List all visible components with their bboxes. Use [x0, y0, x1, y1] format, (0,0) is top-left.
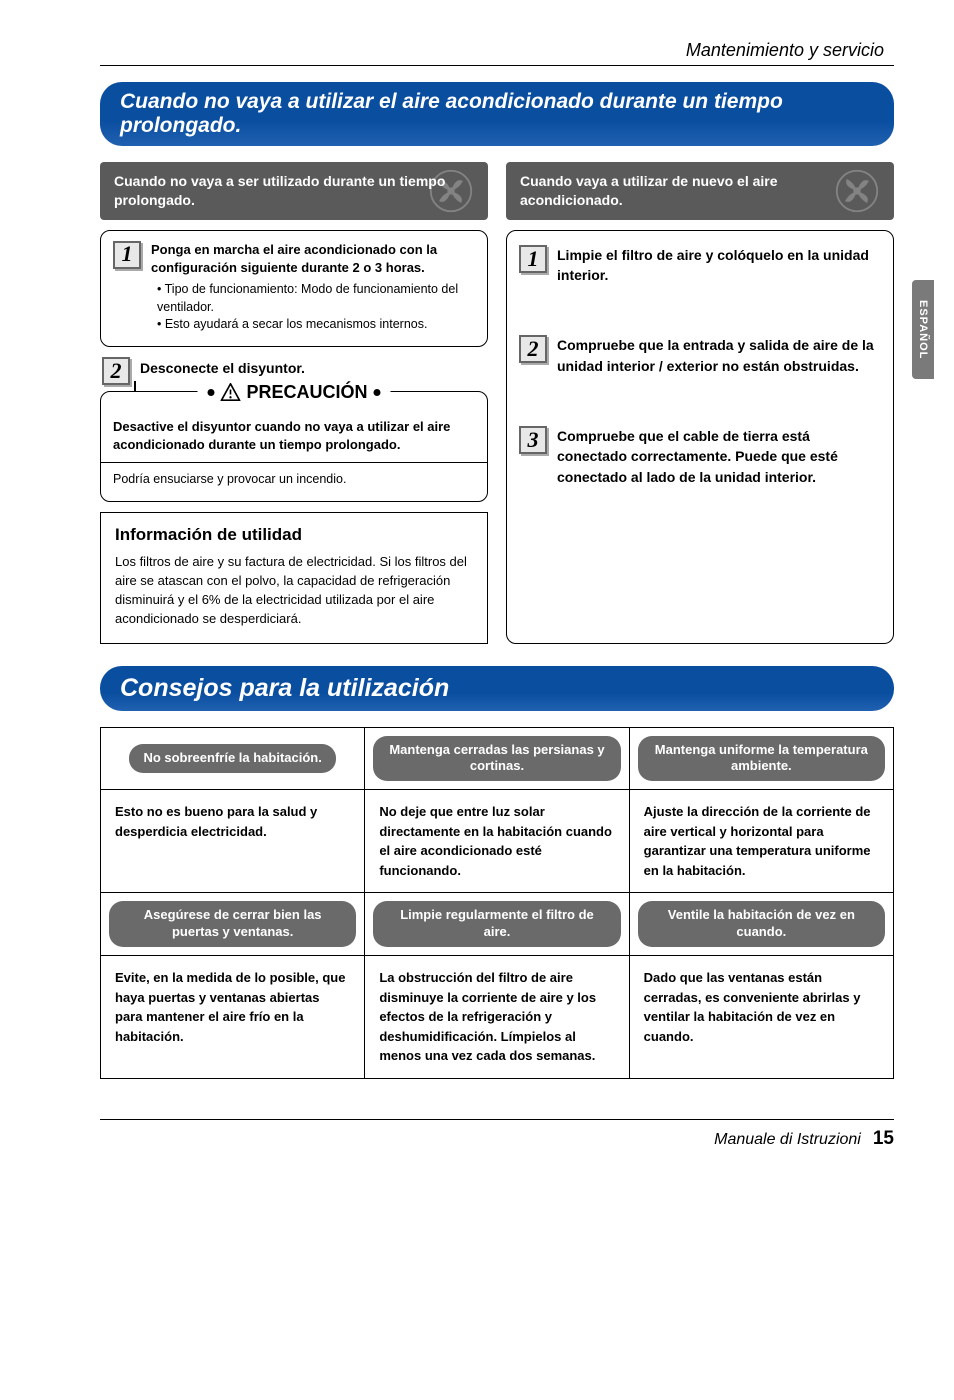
right-panel-heading: Cuando vaya a utilizar de nuevo el aire … [506, 162, 894, 220]
right-step1: 1 Limpie el filtro de aire y colóquelo e… [519, 245, 881, 286]
left-panel-heading: Cuando no vaya a ser utilizado durante u… [100, 162, 488, 220]
tip-header-cell: Limpie regularmente el filtro de aire. [365, 893, 629, 956]
tip-body-cell: Evite, en la medida de lo posible, que h… [101, 956, 365, 1079]
two-column-layout: Cuando no vaya a ser utilizado durante u… [100, 162, 894, 644]
right-steps-box: 1 Limpie el filtro de aire y colóquelo e… [506, 230, 894, 644]
divider [100, 65, 894, 66]
tip-header-cell: Mantenga uniforme la temperatura ambient… [629, 727, 893, 790]
left-column: Cuando no vaya a ser utilizado durante u… [100, 162, 488, 644]
tip-header-cell: Mantenga cerradas las persianas y cortin… [365, 727, 629, 790]
tip-body-cell: Ajuste la dirección de la corriente de a… [629, 790, 893, 893]
banner-tips: Consejos para la utilización [100, 666, 894, 711]
tip-body-cell: La obstrucción del filtro de aire dismin… [365, 956, 629, 1079]
right-step2: 2 Compruebe que la entrada y salida de a… [519, 335, 881, 376]
footer-page-number: 15 [873, 1128, 894, 1150]
info-title: Información de utilidad [115, 523, 473, 548]
tip-pill: Limpie regularmente el filtro de aire. [373, 901, 620, 947]
table-row: Asegúrese de cerrar bien las puertas y v… [101, 893, 894, 956]
table-row: Evite, en la medida de lo posible, que h… [101, 956, 894, 1079]
page-footer: Manuale di Istruzioni 15 [100, 1119, 894, 1150]
right-step3-text: Compruebe que el cable de tierra está co… [557, 426, 881, 487]
caution-box: PRECAUCIÓN Desactive el disyuntor cuando… [100, 391, 488, 502]
info-box: Información de utilidad Los filtros de a… [100, 512, 488, 644]
tip-pill: Mantenga cerradas las persianas y cortin… [373, 736, 620, 782]
dot-icon [374, 389, 381, 396]
right-step1-text: Limpie el filtro de aire y colóquelo en … [557, 245, 881, 286]
caution-sub-text: Podría ensuciarse y provocar un incendio… [101, 462, 487, 489]
tip-header-cell: Asegúrese de cerrar bien las puertas y v… [101, 893, 365, 956]
left-step2-title: Desconecte el disyuntor. [140, 357, 305, 376]
fan-icon [428, 168, 474, 214]
warning-icon [220, 383, 240, 401]
footer-label: Manuale di Istruzioni [714, 1131, 861, 1149]
left-panel-text: Cuando no vaya a ser utilizado durante u… [114, 173, 445, 208]
caution-label: PRECAUCIÓN [197, 380, 390, 405]
section-header: Mantenimiento y servicio [100, 40, 894, 61]
banner-not-in-use: Cuando no vaya a utilizar el aire acondi… [100, 82, 894, 146]
left-step1-bullet2: • Esto ayudará a secar los mecanismos in… [157, 316, 475, 334]
tip-pill: Mantenga uniforme la temperatura ambient… [638, 736, 885, 782]
tips-table: No sobreenfríe la habitación. Mantenga c… [100, 727, 894, 1079]
step-number-2: 2 [102, 357, 130, 385]
left-step1-bullet1: • Tipo de funcionamiento: Modo de funcio… [157, 281, 475, 316]
step-number-3: 3 [519, 426, 547, 454]
step-number-2: 2 [519, 335, 547, 363]
tip-pill: No sobreenfríe la habitación. [129, 744, 335, 773]
table-row: Esto no es bueno para la salud y desperd… [101, 790, 894, 893]
info-body: Los filtros de aire y su factura de elec… [115, 553, 473, 628]
left-step1-box: 1 Ponga en marcha el aire acondicionado … [100, 230, 488, 347]
fan-icon [834, 168, 880, 214]
caution-word: PRECAUCIÓN [246, 380, 367, 405]
right-step3: 3 Compruebe que el cable de tierra está … [519, 426, 881, 487]
step-number-1: 1 [113, 241, 141, 269]
caution-bold-text: Desactive el disyuntor cuando no vaya a … [113, 418, 475, 454]
right-step2-text: Compruebe que la entrada y salida de air… [557, 335, 881, 376]
step-number-1: 1 [519, 245, 547, 273]
left-step1-title: Ponga en marcha el aire acondicionado co… [151, 241, 475, 277]
page-content: Mantenimiento y servicio Cuando no vaya … [0, 0, 954, 1180]
tip-body-cell: No deje que entre luz solar directamente… [365, 790, 629, 893]
tip-header-cell: No sobreenfríe la habitación. [101, 727, 365, 790]
language-tab: ESPAÑOL [912, 280, 934, 379]
tip-pill: Ventile la habitación de vez en cuando. [638, 901, 885, 947]
dot-icon [207, 389, 214, 396]
table-row: No sobreenfríe la habitación. Mantenga c… [101, 727, 894, 790]
right-column: Cuando vaya a utilizar de nuevo el aire … [506, 162, 894, 644]
tip-header-cell: Ventile la habitación de vez en cuando. [629, 893, 893, 956]
right-panel-text: Cuando vaya a utilizar de nuevo el aire … [520, 173, 778, 208]
tip-pill: Asegúrese de cerrar bien las puertas y v… [109, 901, 356, 947]
tip-body-cell: Esto no es bueno para la salud y desperd… [101, 790, 365, 893]
tip-body-cell: Dado que las ventanas están cerradas, es… [629, 956, 893, 1079]
